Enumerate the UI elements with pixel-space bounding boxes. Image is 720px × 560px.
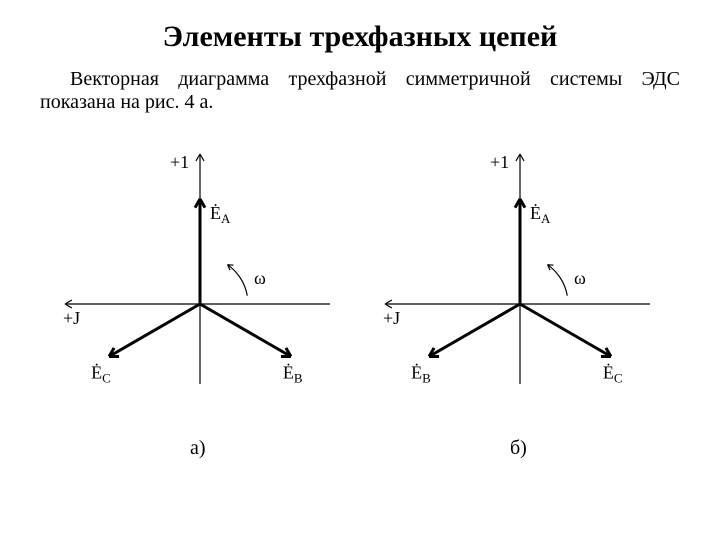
- svg-text:ĖB: ĖB: [411, 363, 431, 386]
- title-text: Элементы трехфазных цепей: [163, 20, 558, 53]
- svg-text:ĖC: ĖC: [603, 363, 623, 386]
- svg-text:ĖA: ĖA: [210, 203, 231, 226]
- svg-text:ĖB: ĖB: [283, 363, 303, 386]
- svg-text:+J: +J: [63, 308, 80, 328]
- svg-text:ĖA: ĖA: [530, 203, 551, 226]
- svg-text:а): а): [190, 437, 206, 459]
- diagram-row: +1 +J ω ĖA ĖB ĖC а) +1 +J ω ĖA ĖC ĖB б): [0, 144, 720, 464]
- paragraph-text: Векторная диаграмма трехфазной симметрич…: [40, 68, 680, 113]
- phasor-diagram-a: +1 +J ω ĖA ĖB ĖC а): [50, 144, 350, 464]
- svg-text:ω: ω: [254, 268, 266, 288]
- page-title: Элементы трехфазных цепей: [0, 20, 720, 54]
- phasor-diagram-b: +1 +J ω ĖA ĖC ĖB б): [370, 144, 670, 464]
- svg-text:ĖC: ĖC: [91, 363, 111, 386]
- phasor-svg-b: +1 +J ω ĖA ĖC ĖB б): [370, 144, 670, 464]
- svg-text:+1: +1: [490, 152, 509, 172]
- svg-text:ω: ω: [574, 268, 586, 288]
- phasor-svg-a: +1 +J ω ĖA ĖB ĖC а): [50, 144, 350, 464]
- svg-text:б): б): [510, 437, 527, 459]
- svg-text:+J: +J: [383, 308, 400, 328]
- paragraph: Векторная диаграмма трехфазной симметрич…: [40, 68, 680, 114]
- svg-text:+1: +1: [170, 152, 189, 172]
